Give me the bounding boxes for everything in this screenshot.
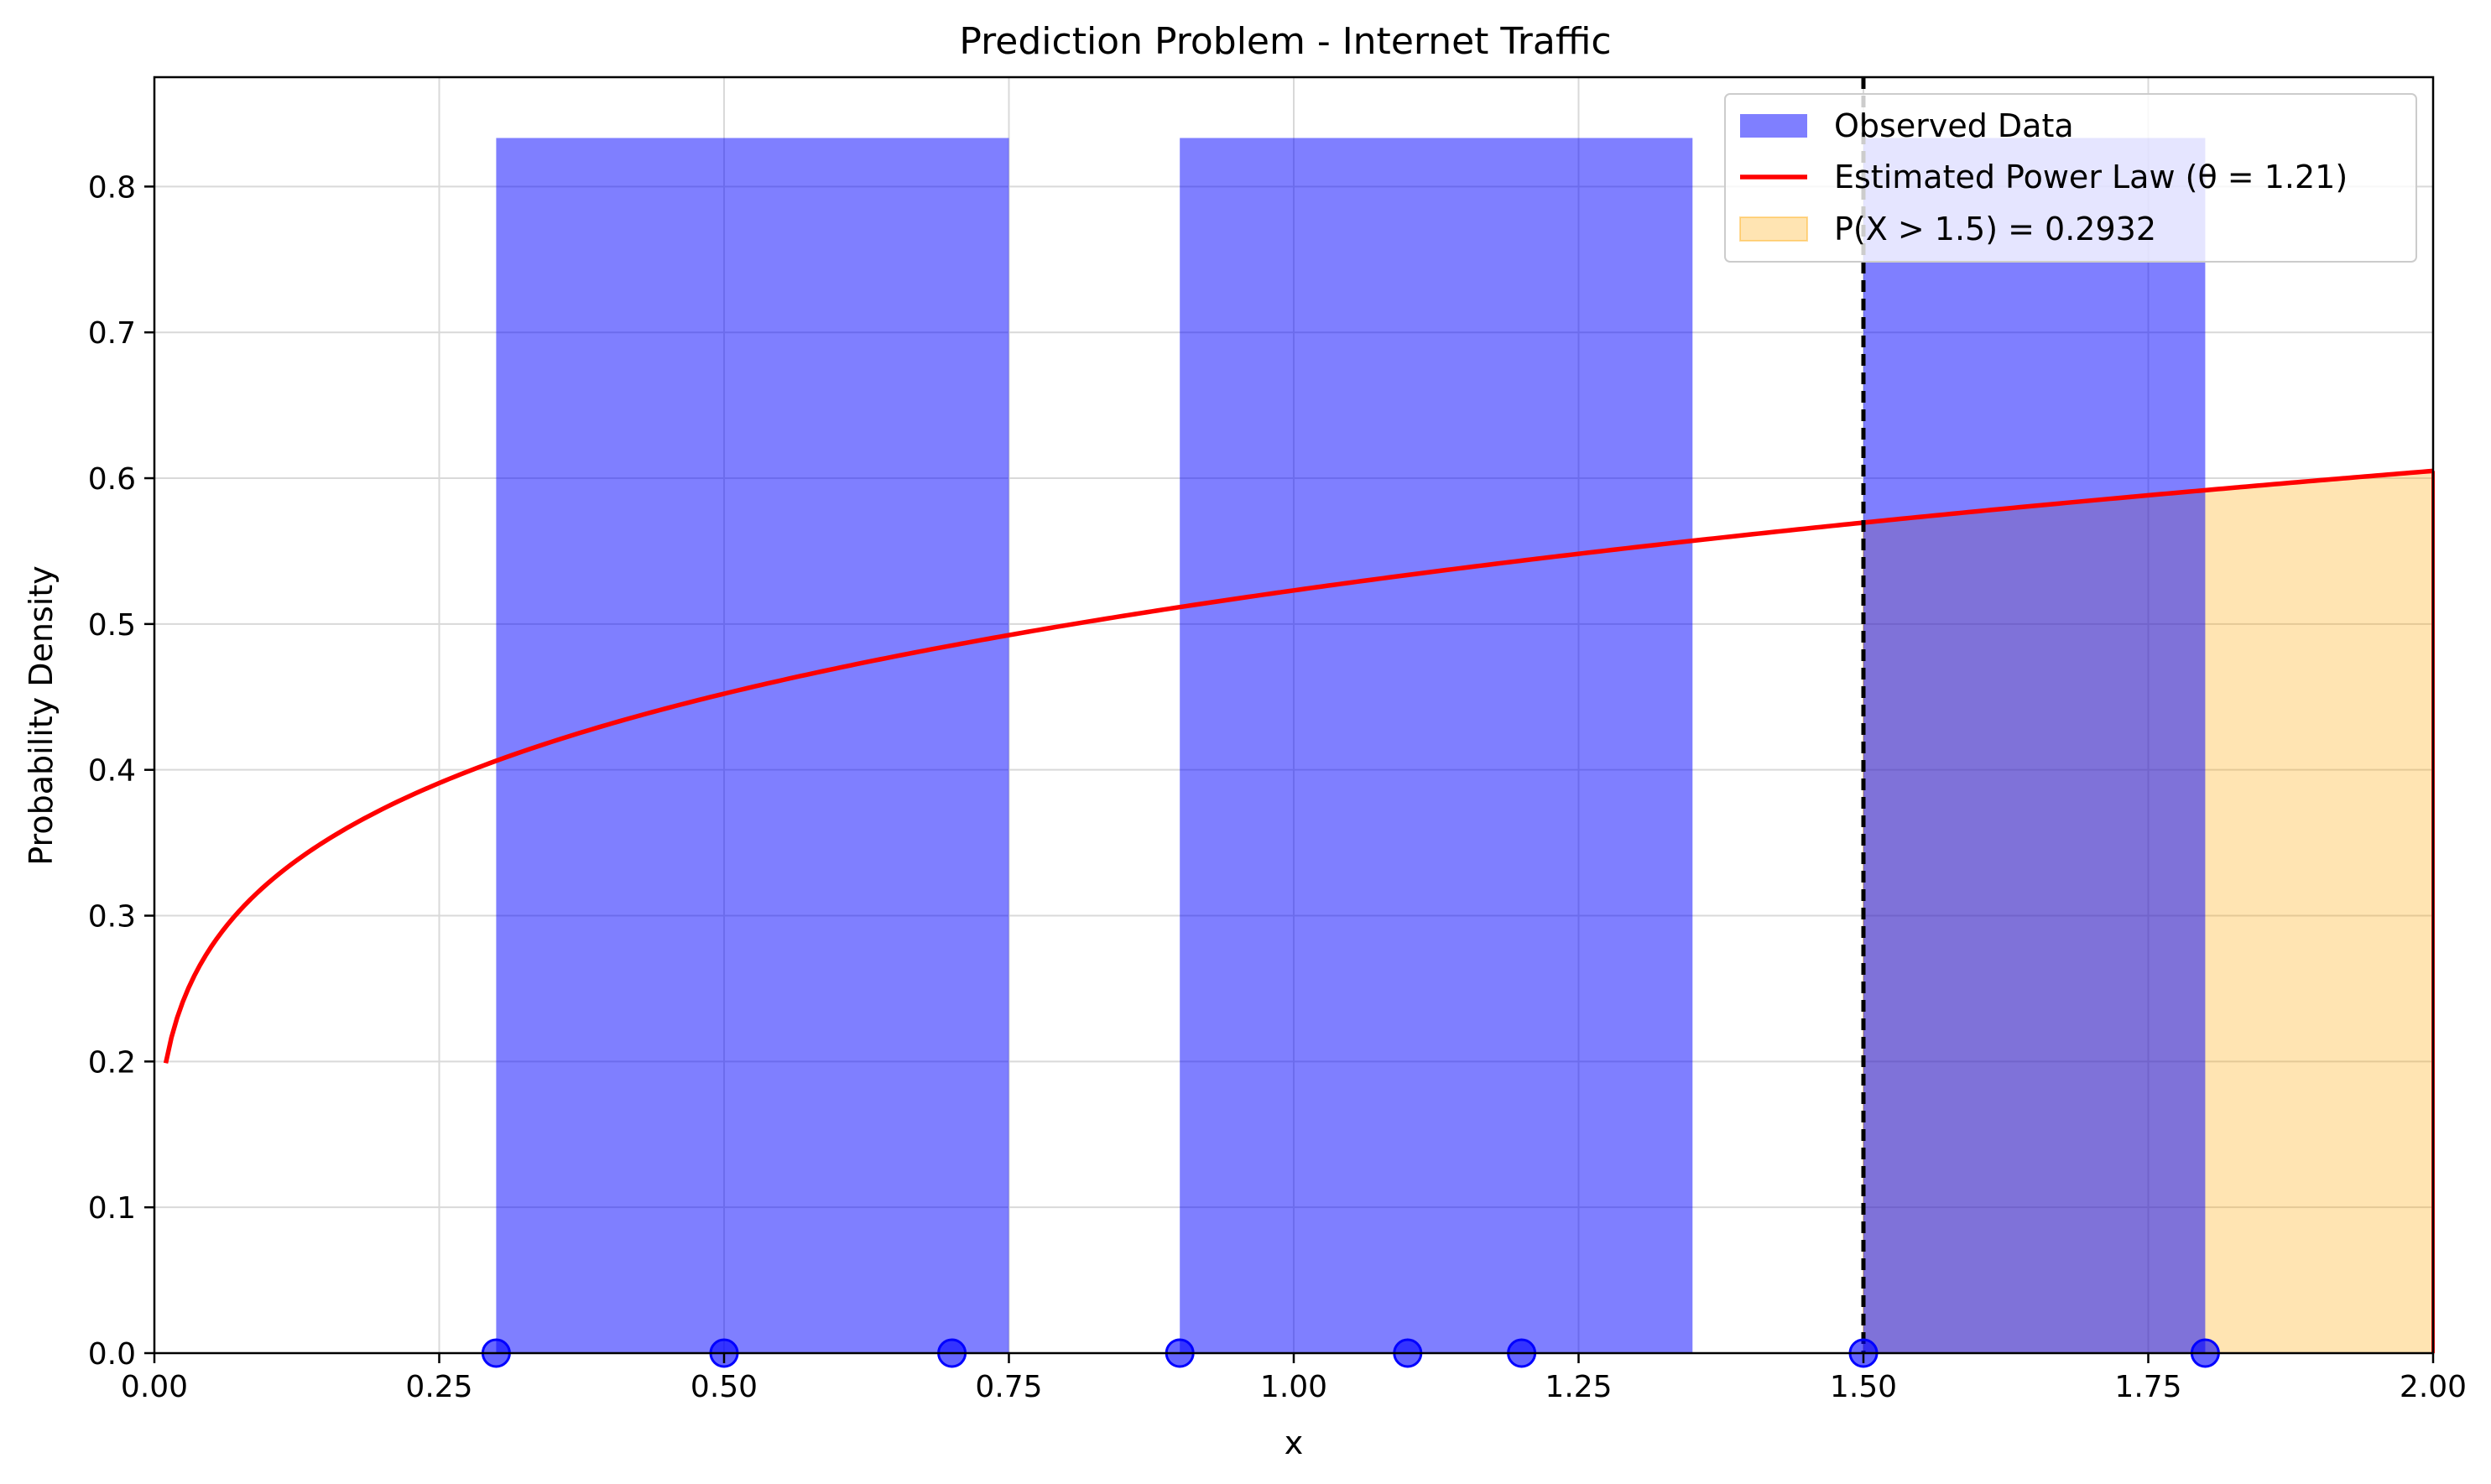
legend-label-tail: P(X > 1.5) = 0.2932 (1834, 211, 2156, 247)
legend-label-power-law: Estimated Power Law (θ = 1.21) (1834, 159, 2348, 195)
histogram-bar-3 (1863, 138, 2206, 1353)
x-tick-label: 0.75 (975, 1370, 1042, 1404)
y-axis-label: Probability Density (23, 565, 60, 865)
y-tick-label: 0.8 (88, 170, 136, 205)
x-tick-label: 0.25 (405, 1370, 472, 1404)
x-axis-label: x (1285, 1424, 1304, 1461)
x-tick-label: 1.75 (2114, 1370, 2181, 1404)
x-tick-label: 2.00 (2400, 1370, 2467, 1404)
legend: Observed Data Estimated Power Law (θ = 1… (1724, 93, 2417, 263)
legend-label-observed: Observed Data (1834, 107, 2074, 144)
chart-title: Prediction Problem - Internet Traffic (959, 20, 1611, 63)
x-tick-label: 1.25 (1545, 1370, 1612, 1404)
power-law-curve (163, 468, 2434, 1064)
histogram-bars (496, 138, 2206, 1353)
x-axis-ticks: 0.00 0.25 0.50 0.75 1.00 1.25 1.50 1.75 2.00 (121, 1353, 2467, 1404)
legend-swatch-tail (1739, 216, 1808, 242)
x-tick-label: 0.00 (121, 1370, 188, 1404)
y-tick-label: 0.7 (88, 316, 136, 351)
histogram-bar-2 (1180, 138, 1693, 1353)
y-tick-label: 0.5 (88, 608, 136, 643)
y-tick-label: 0.2 (88, 1045, 136, 1080)
y-tick-label: 0.0 (88, 1337, 136, 1372)
x-tick-label: 1.50 (1830, 1370, 1897, 1404)
y-tick-label: 0.1 (88, 1191, 136, 1226)
y-axis-ticks: 0.0 0.1 0.2 0.3 0.4 0.5 0.6 0.7 0.8 (88, 170, 154, 1372)
legend-box (1724, 93, 2417, 263)
y-tick-label: 0.3 (88, 900, 136, 935)
y-tick-label: 0.4 (88, 754, 136, 789)
histogram-bar-1 (496, 138, 1009, 1353)
legend-swatch-observed (1740, 114, 1807, 138)
x-tick-label: 0.50 (690, 1370, 758, 1404)
x-tick-label: 1.00 (1260, 1370, 1327, 1404)
y-tick-label: 0.6 (88, 462, 136, 497)
